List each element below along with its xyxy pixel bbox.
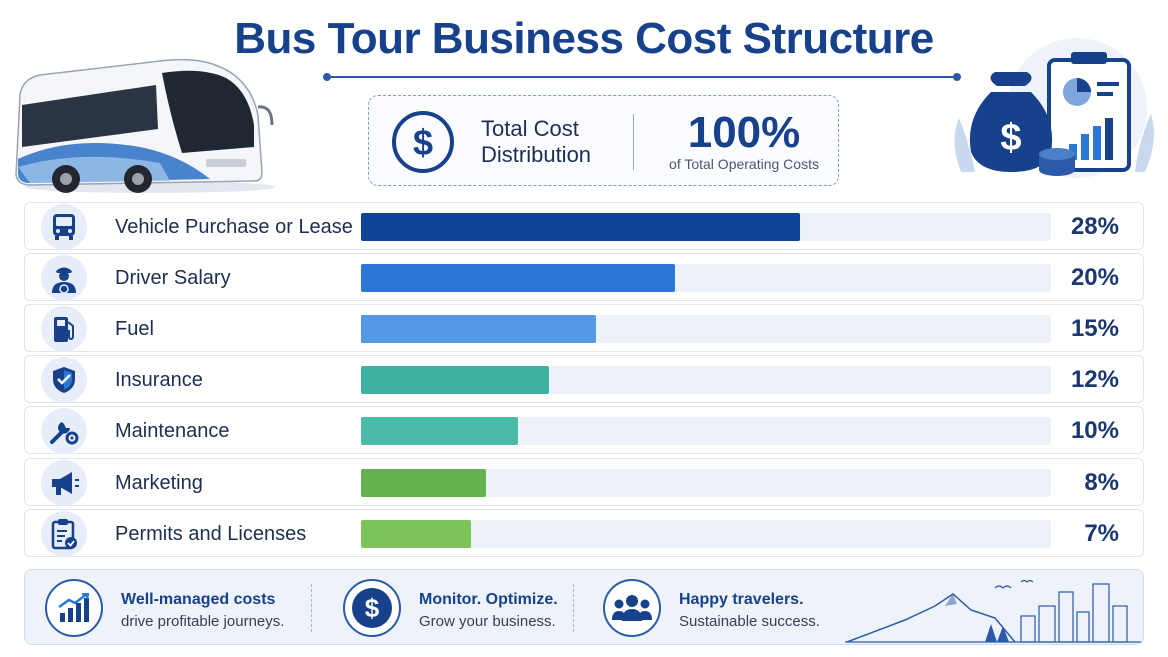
driver-icon — [41, 255, 87, 302]
bar — [361, 468, 487, 497]
bar-track — [361, 315, 1051, 344]
cost-row: Marketing 8% — [24, 457, 1144, 506]
svg-text:$: $ — [1000, 117, 1021, 159]
fuel-pump-icon — [41, 306, 87, 353]
clipboard-check-icon — [41, 510, 87, 557]
bus-illustration — [15, 58, 275, 193]
footer-heading: Monitor. Optimize. — [419, 591, 558, 608]
mountain-city-illustration — [845, 579, 1143, 643]
bar — [361, 315, 597, 344]
summary-sublabel: of Total Operating Costs — [669, 156, 819, 172]
footer-banner: Well-managed costs drive profitable jour… — [24, 569, 1144, 645]
footer-text: Grow your business. — [419, 613, 556, 630]
value-label: 15% — [1070, 315, 1119, 343]
bar — [361, 519, 471, 548]
category-label: Vehicle Purchase or Lease — [115, 216, 353, 238]
footer-heading: Happy travelers. — [679, 591, 804, 608]
dollar-coin-icon: $ — [343, 579, 401, 637]
growth-chart-icon — [45, 579, 103, 637]
bar-track — [361, 519, 1051, 548]
summary-label: Total Cost Distribution — [481, 116, 592, 167]
category-label: Driver Salary — [115, 267, 231, 290]
value-label: 28% — [1070, 213, 1119, 240]
bar-track — [361, 264, 1051, 293]
summary-divider — [633, 114, 634, 170]
bar — [361, 366, 550, 395]
people-group-icon — [603, 579, 661, 637]
value-label: 10% — [1070, 417, 1119, 445]
svg-text:$: $ — [413, 122, 433, 163]
shield-check-icon — [41, 357, 87, 404]
cost-row: Fuel 15% — [24, 304, 1144, 353]
category-label: Marketing — [115, 471, 203, 494]
bar — [361, 264, 675, 293]
footer-separator — [573, 584, 574, 632]
category-label: Insurance — [115, 369, 203, 392]
bus-icon — [41, 204, 87, 250]
category-label: Fuel — [115, 318, 154, 341]
wrench-gear-icon — [41, 408, 87, 455]
bar-track — [361, 417, 1051, 446]
svg-text:$: $ — [365, 593, 380, 623]
cost-row: Vehicle Purchase or Lease 28% — [24, 202, 1144, 250]
total-cost-summary: $ Total Cost Distribution 100% of Total … — [368, 95, 839, 186]
bar — [361, 213, 801, 241]
footer-text: drive profitable journeys. — [121, 613, 285, 630]
bar — [361, 417, 518, 446]
bar-track — [361, 468, 1051, 497]
category-label: Maintenance — [115, 420, 230, 443]
cost-row: Insurance 12% — [24, 355, 1144, 404]
footer-text: Sustainable success. — [679, 613, 820, 630]
value-label: 20% — [1070, 264, 1119, 292]
bar-track — [361, 213, 1051, 241]
megaphone-icon — [41, 459, 87, 506]
money-bag-report-illustration: $ — [954, 38, 1154, 178]
cost-row: Maintenance 10% — [24, 406, 1144, 455]
title-underline — [323, 73, 961, 81]
bar-track — [361, 366, 1051, 395]
footer-heading: Well-managed costs — [121, 591, 276, 608]
value-label: 8% — [1084, 468, 1119, 496]
cost-row: Driver Salary 20% — [24, 253, 1144, 302]
footer-separator — [311, 584, 312, 632]
value-label: 7% — [1084, 519, 1119, 547]
summary-value: 100% — [687, 108, 801, 157]
value-label: 12% — [1070, 366, 1119, 394]
cost-row: Permits and Licenses 7% — [24, 508, 1144, 557]
category-label: Permits and Licenses — [115, 522, 307, 545]
page-title: Bus Tour Business Cost Structure — [234, 14, 934, 63]
dollar-coin-icon: $ — [392, 111, 454, 173]
